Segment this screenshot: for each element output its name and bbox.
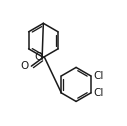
Text: O: O (34, 52, 42, 62)
Text: Cl: Cl (93, 71, 104, 81)
Text: O: O (20, 61, 28, 71)
Text: Cl: Cl (93, 88, 104, 98)
